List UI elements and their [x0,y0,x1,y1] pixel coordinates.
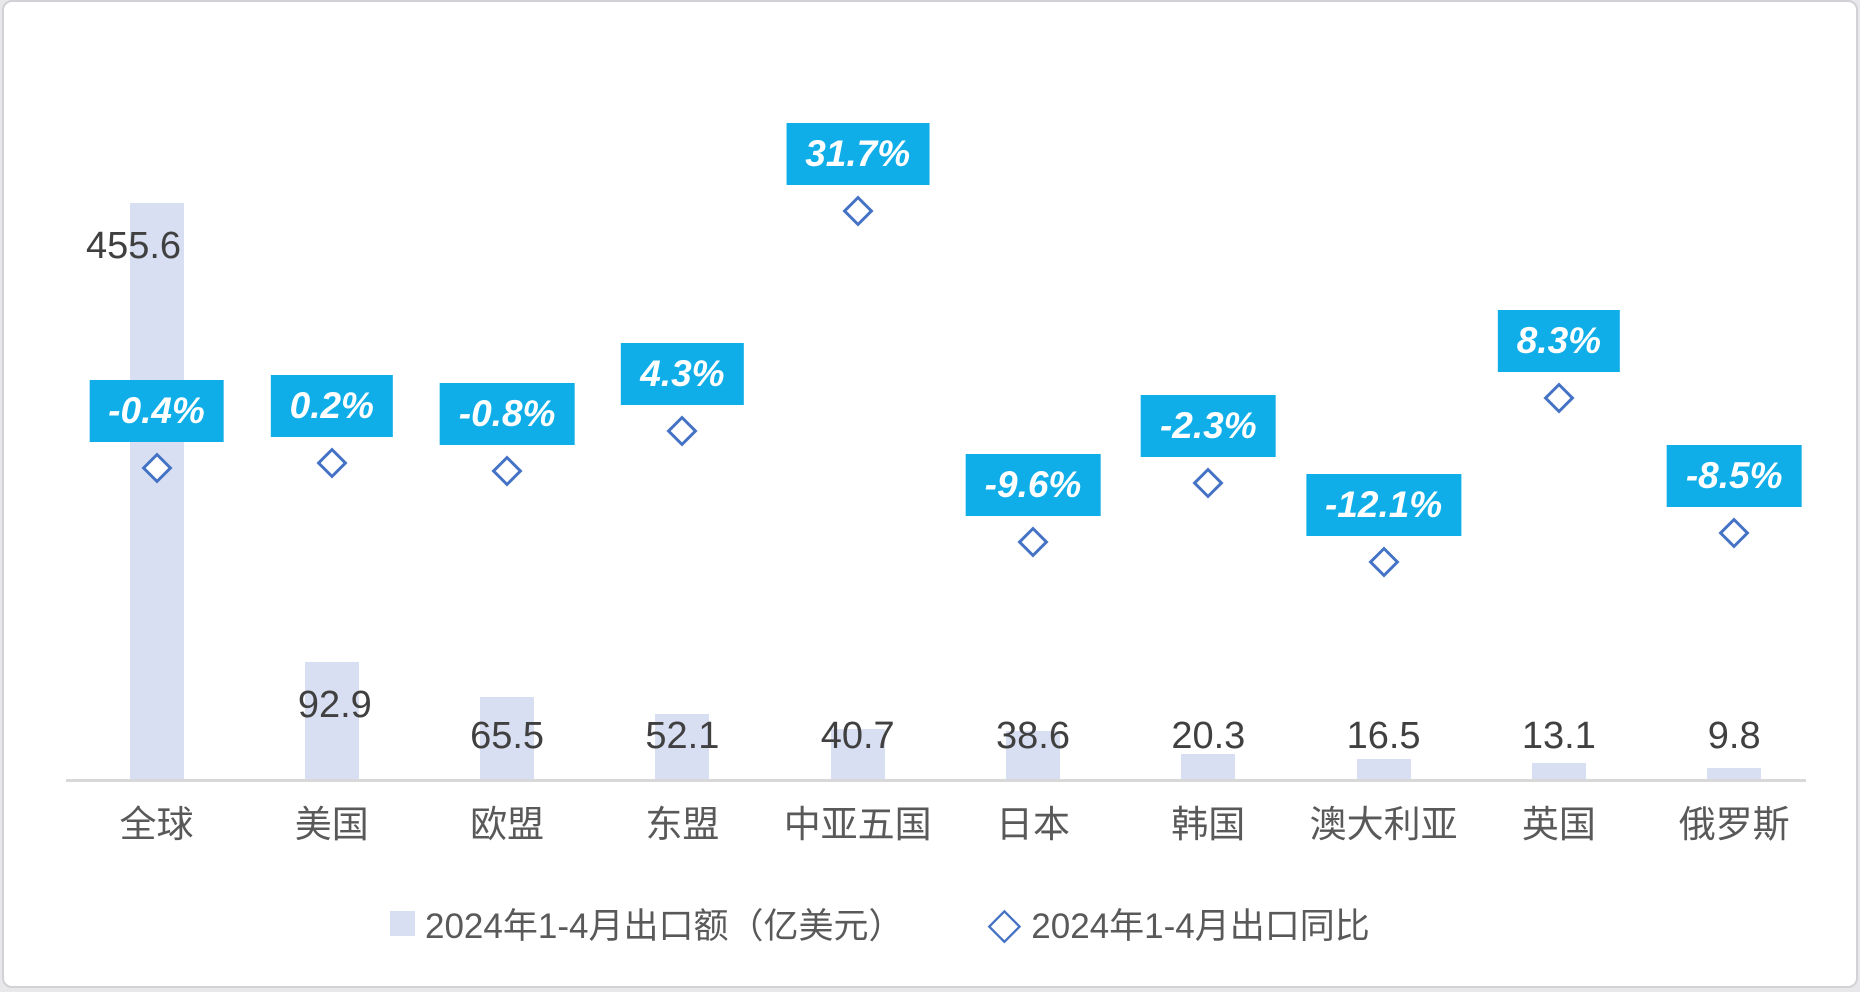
pct-callout-label: 4.3% [621,342,744,405]
bar [1531,763,1586,780]
category-label: 中亚五国 [783,804,932,845]
legend-item-export-value: 2024年1-4月出口额（亿美元） [390,898,903,949]
bar-value-label: 52.1 [645,715,720,757]
pct-callout-label: 0.2% [270,375,393,438]
diamond-marker-icon [1368,546,1400,578]
category-label: 美国 [294,804,369,845]
category-label: 欧盟 [470,804,545,845]
diamond-marker-icon [316,447,348,479]
diamond-marker-icon [1192,467,1224,499]
bar-value-label: 455.6 [85,225,182,267]
category-label: 俄罗斯 [1678,804,1790,845]
diamond-outline-icon: ◇ [987,899,1022,948]
bar [1181,754,1236,780]
diamond-marker-icon [842,195,874,227]
bar [830,728,885,780]
legend: 2024年1-4月出口额（亿美元） ◇ 2024年1-4月出口同比 [390,898,1370,949]
bar-value-label: 40.7 [820,715,895,757]
bar [1006,731,1060,780]
category-label: 日本 [996,804,1070,845]
bar-value-label: 65.5 [470,715,545,757]
legend-label-export-value: 2024年1-4月出口额（亿美元） [425,907,904,946]
bar [1356,759,1411,780]
bar [1707,767,1762,780]
bar-value-label: 38.6 [996,715,1070,757]
category-label: 英国 [1521,804,1596,845]
diamond-marker-icon [1718,517,1750,549]
category-label: 澳大利亚 [1309,804,1458,845]
pct-callout-label: -9.6% [965,454,1101,516]
bar-value-label: 13.1 [1521,715,1596,757]
x-axis-line [66,779,1806,782]
diamond-marker-icon [1017,526,1049,558]
diamond-marker-icon [666,414,698,447]
bar [304,662,359,780]
pct-callout-label: -0.8% [439,383,575,446]
pct-callout-label: -8.5% [1666,445,1802,508]
bar-value-label: 9.8 [1707,715,1761,757]
bar-value-label: 20.3 [1171,715,1246,757]
diamond-marker-icon [491,455,523,487]
pct-callout-label: 31.7% [786,122,930,185]
diamond-marker-icon [1543,382,1575,414]
pct-callout-label: 8.3% [1497,310,1621,373]
legend-item-yoy: ◇ 2024年1-4月出口同比 [987,898,1369,949]
category-label: 全球 [119,804,194,845]
bar [129,203,184,780]
bar [655,714,710,780]
bar [480,697,535,780]
bar-value-label: 92.9 [297,684,372,727]
category-label: 东盟 [645,804,720,845]
bar-swatch-icon [390,911,415,936]
category-label: 韩国 [1171,804,1246,845]
pct-callout-label: -0.4% [89,380,224,443]
pct-callout-label: -12.1% [1305,474,1462,536]
bar-value-label: 16.5 [1346,715,1421,757]
pct-callout-label: -2.3% [1140,395,1276,458]
legend-label-yoy: 2024年1-4月出口同比 [1031,907,1370,946]
